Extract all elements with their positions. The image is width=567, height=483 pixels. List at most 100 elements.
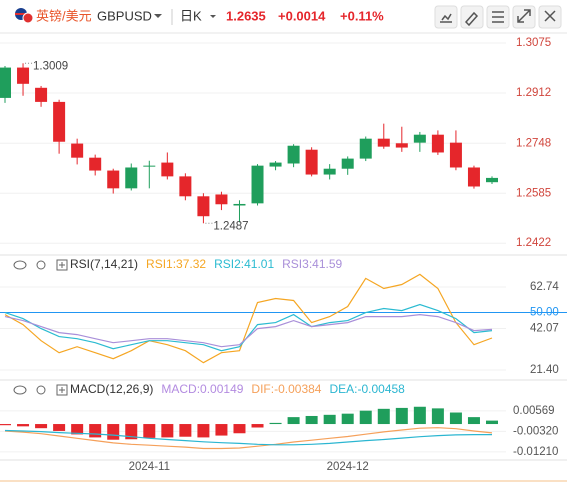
y-tick-label: 42.07	[530, 323, 559, 335]
macd-bar	[377, 408, 390, 425]
gear-icon[interactable]	[36, 260, 46, 270]
macd-bar	[431, 408, 444, 425]
macd-bar	[395, 407, 408, 425]
macd-bar	[89, 424, 102, 438]
legend-entry: RSI3:41.59	[282, 257, 342, 271]
dropdown-caret[interactable]	[210, 15, 216, 18]
dropdown-caret[interactable]	[154, 14, 162, 18]
eye-icon[interactable]	[13, 385, 27, 395]
macd-bar	[53, 424, 66, 431]
indicator-title: MACD(12,26,9)	[70, 382, 153, 396]
indicator-line	[4, 273, 493, 364]
y-tick-label: 62.74	[530, 281, 559, 293]
eye-icon[interactable]	[13, 260, 27, 270]
candle-body	[161, 162, 174, 177]
indicator-line	[4, 429, 492, 446]
macd-bar	[449, 412, 462, 425]
macd-bar	[215, 424, 228, 436]
candle-body	[197, 196, 210, 217]
indicator-line	[4, 313, 493, 348]
candle-body	[467, 167, 480, 187]
candle-body	[251, 165, 264, 204]
candle-body	[179, 176, 192, 197]
price-annotation: 1.3009	[33, 60, 68, 72]
candle-body	[125, 167, 138, 189]
macd-bar	[467, 417, 480, 425]
period[interactable]: 日K	[180, 8, 202, 23]
y-tick-label: 1.3075	[516, 37, 551, 49]
last-price: 1.2635	[226, 8, 266, 23]
candle-body	[215, 194, 228, 205]
macd-bar	[125, 424, 138, 440]
macd-bar	[71, 424, 84, 435]
macd-bar	[233, 424, 246, 434]
macd-bar	[359, 410, 372, 425]
indicator-line	[4, 303, 493, 352]
candle-body	[143, 165, 156, 167]
candle-body	[395, 143, 408, 148]
expand-icon[interactable]	[56, 384, 68, 396]
y-tick-label: 50.00	[530, 307, 559, 319]
macd-bar	[413, 406, 426, 425]
x-tick-label: 2024-11	[129, 461, 170, 473]
gear-icon[interactable]	[36, 385, 46, 395]
rsi-header-icons	[13, 259, 68, 271]
candle-body	[341, 158, 354, 169]
candle-body	[359, 138, 372, 159]
indicator-line	[4, 427, 493, 450]
y-tick-label: -0.00320	[513, 425, 558, 437]
legend-entry: DEA:-0.00458	[329, 382, 405, 396]
candle-body	[269, 162, 282, 167]
macd-bar	[305, 415, 318, 425]
candle-body	[35, 87, 48, 102]
candle-body	[233, 203, 246, 206]
macd-header-icons	[13, 384, 68, 396]
macd-bar	[143, 424, 156, 438]
draw-button[interactable]	[460, 5, 484, 29]
instrument-name[interactable]: 英镑/美元	[36, 8, 92, 23]
macd-bar	[287, 417, 300, 425]
macd-bar	[161, 424, 174, 438]
x-tick-label: 2024-12	[327, 461, 369, 473]
macd-bar	[107, 424, 120, 440]
indicator-title: RSI(7,14,21)	[70, 257, 138, 271]
macd-bar	[269, 422, 282, 425]
toolbar-icons	[440, 9, 556, 27]
macd-bar	[0, 424, 11, 426]
candle-body	[53, 101, 66, 142]
y-tick-label: 1.2748	[516, 137, 551, 149]
y-tick-label: 1.2422	[516, 237, 551, 249]
expand-icon[interactable]	[56, 259, 68, 271]
macd-bar	[251, 424, 264, 428]
candle-body	[89, 157, 102, 171]
y-tick-label: 0.00569	[513, 405, 555, 417]
y-tick-label: 1.2912	[516, 87, 551, 99]
candle-body	[486, 177, 498, 183]
price-change: +0.0014	[278, 8, 326, 23]
legend-entry: MACD:0.00149	[161, 382, 243, 396]
y-tick-label: 1.2585	[516, 187, 551, 199]
legend-entry: RSI2:41.01	[214, 257, 274, 271]
legend-entry: DIF:-0.00384	[251, 382, 321, 396]
macd-bar	[179, 424, 192, 437]
candle-body	[107, 170, 120, 189]
candle-body	[0, 67, 11, 98]
candle-body	[17, 67, 30, 84]
candle-body	[377, 138, 390, 147]
flag-icon	[15, 8, 34, 24]
macd-bar	[197, 424, 210, 438]
legend-entry: RSI1:37.32	[146, 257, 206, 271]
price-change-pct: +0.11%	[340, 8, 384, 23]
instrument-symbol: GBPUSD	[97, 8, 152, 23]
candle-body	[449, 142, 462, 168]
candle-body	[287, 145, 300, 164]
candle-body	[431, 134, 444, 153]
macd-bar	[341, 413, 354, 425]
candle-body	[71, 143, 84, 158]
candle-body	[323, 168, 336, 175]
y-tick-label: -0.01210	[513, 446, 558, 458]
macd-bar	[323, 414, 336, 425]
